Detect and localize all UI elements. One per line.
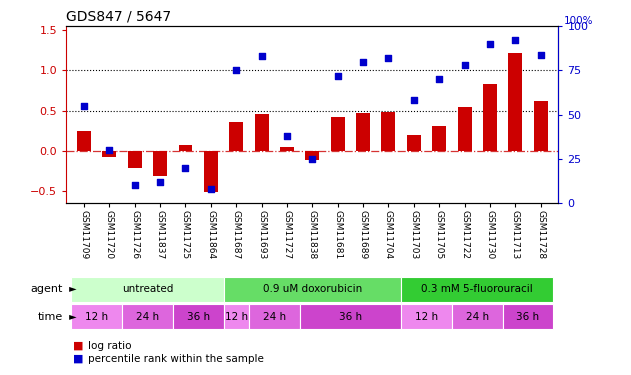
Point xyxy=(79,103,89,109)
Bar xyxy=(77,130,91,151)
Point xyxy=(180,165,191,171)
Point xyxy=(510,38,521,44)
Point xyxy=(257,53,267,59)
Point xyxy=(333,73,343,79)
Text: 24 h: 24 h xyxy=(262,312,286,321)
Bar xyxy=(179,145,192,151)
Bar xyxy=(432,126,446,151)
Point xyxy=(282,133,292,139)
Bar xyxy=(452,303,503,330)
Text: ■: ■ xyxy=(73,340,83,351)
Point xyxy=(409,98,419,104)
Point xyxy=(130,182,140,188)
Text: ■: ■ xyxy=(73,354,83,364)
Bar xyxy=(382,112,396,151)
Text: 12 h: 12 h xyxy=(225,312,248,321)
Point xyxy=(358,58,368,64)
Text: 24 h: 24 h xyxy=(466,312,489,321)
Bar xyxy=(223,276,401,303)
Text: time: time xyxy=(38,312,63,321)
Text: log ratio: log ratio xyxy=(88,340,132,351)
Bar xyxy=(407,135,421,151)
Bar xyxy=(509,53,522,151)
Bar xyxy=(173,303,223,330)
Bar xyxy=(204,151,218,192)
Point xyxy=(536,51,546,57)
Text: ►: ► xyxy=(66,285,76,294)
Text: 24 h: 24 h xyxy=(136,312,159,321)
Bar xyxy=(71,303,122,330)
Point xyxy=(231,68,241,74)
Bar xyxy=(534,101,548,151)
Point xyxy=(155,178,165,184)
Bar xyxy=(331,117,345,151)
Text: 36 h: 36 h xyxy=(516,312,540,321)
Bar xyxy=(71,276,223,303)
Bar xyxy=(483,84,497,151)
Bar xyxy=(249,303,300,330)
Text: 36 h: 36 h xyxy=(339,312,362,321)
Text: 12 h: 12 h xyxy=(85,312,109,321)
Bar xyxy=(300,303,401,330)
Point xyxy=(104,147,114,153)
Point xyxy=(434,76,444,82)
Bar xyxy=(229,122,243,151)
Text: 36 h: 36 h xyxy=(187,312,209,321)
Bar xyxy=(401,276,553,303)
Text: GDS847 / 5647: GDS847 / 5647 xyxy=(66,10,172,24)
Text: 12 h: 12 h xyxy=(415,312,438,321)
Bar xyxy=(457,106,471,151)
Bar xyxy=(280,147,294,151)
Point xyxy=(485,41,495,47)
Bar xyxy=(122,303,173,330)
Bar xyxy=(153,151,167,176)
Text: percentile rank within the sample: percentile rank within the sample xyxy=(88,354,264,364)
Bar xyxy=(503,303,553,330)
Bar xyxy=(401,303,452,330)
Text: 100%: 100% xyxy=(563,16,593,26)
Text: agent: agent xyxy=(31,285,63,294)
Bar xyxy=(255,114,269,151)
Text: 0.9 uM doxorubicin: 0.9 uM doxorubicin xyxy=(262,285,362,294)
Bar xyxy=(128,151,142,168)
Text: untreated: untreated xyxy=(122,285,173,294)
Point xyxy=(206,186,216,192)
Text: 0.3 mM 5-fluorouracil: 0.3 mM 5-fluorouracil xyxy=(422,285,533,294)
Point xyxy=(307,156,317,162)
Bar xyxy=(102,151,116,157)
Bar xyxy=(223,303,249,330)
Text: ►: ► xyxy=(66,312,76,321)
Bar xyxy=(305,151,319,160)
Bar xyxy=(356,113,370,151)
Point xyxy=(384,55,394,61)
Point xyxy=(459,62,469,68)
